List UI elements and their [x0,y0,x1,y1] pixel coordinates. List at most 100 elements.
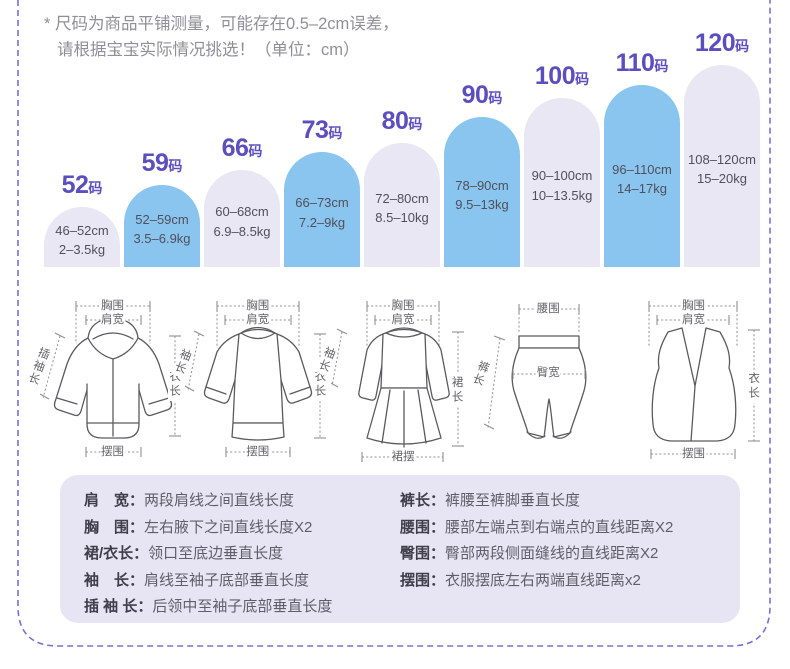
size-bar-chart: 52码 46–52cm 2–3.5kg 59码 52–59cm 3.5–6.9kg … [44,29,766,267]
size-unit: 码 [408,116,423,132]
measurement-legend: 肩 宽：两段肩线之间直线长度 胸 围：左右腋下之间直线长度X2 裙/衣长：领口至… [60,475,740,623]
weight-range: 2–3.5kg [58,242,106,257]
legend-left-column: 肩 宽：两段肩线之间直线长度 胸 围：左右腋下之间直线长度X2 裙/衣长：领口至… [84,488,400,623]
size-unit: 码 [248,143,263,159]
size-bar-shape: 96–110cm 14–17kg [604,85,680,267]
height-range: 46–52cm [55,222,109,238]
size-unit: 码 [168,158,183,174]
size-unit: 码 [328,125,343,141]
legend-row: 肩 宽：两段肩线之间直线长度 [84,488,400,515]
size-bar-shape: 90–100cm 10–13.5kg [524,98,600,267]
hem-label: 摆围 [681,448,706,461]
length-label: 衣长 [747,370,760,403]
size-bar-80: 80码 72–80cm 8.5–10kg [364,107,440,267]
size-number: 100 [534,62,576,90]
legend-term: 臀围： [400,545,446,562]
legend-definition: 衣服摆底左右两端直线距离x2 [445,571,641,589]
legend-row: 插 袖 长：后领中至袖子底部垂直长度 [84,594,400,621]
size-number: 80 [381,107,409,135]
legend-row: 裤长：裤腰至裤脚垂直长度 [400,488,740,515]
height-range: 96–110cm [612,161,672,177]
size-number: 52 [61,171,89,199]
legend-right-column: 裤长：裤腰至裤脚垂直长度 腰围：腰部左端点到右端点的直线距离X2 臀围：臀部两段… [400,488,740,623]
legend-term: 腰围： [400,518,446,536]
height-range: 90–100cm [531,168,593,183]
legend-definition: 后领中至袖子底部垂直长度 [152,598,333,615]
waist-label: 腰围 [535,303,561,316]
size-label: 110码 [616,49,669,78]
weight-range: 15–20kg [697,171,747,186]
shoulder-label: 肩宽 [100,314,125,327]
chest-label: 胸围 [245,300,271,313]
garment-diagrams: 胸围 肩宽 插袖长 衣长 摆围 胸围 肩宽 [24,296,766,468]
size-unit: 码 [654,58,669,74]
shoulder-label: 肩宽 [390,314,416,327]
size-bar-shape: 46–52cm 2–3.5kg [44,207,120,267]
legend-definition: 两段肩线之间直线长度 [144,492,295,509]
legend-term: 肩 宽： [84,492,145,509]
shoulder-label: 肩宽 [245,314,271,327]
size-bar-shape: 72–80cm 8.5–10kg [364,143,440,267]
shoulder-label: 肩宽 [681,314,706,327]
size-bar-90: 90码 78–90cm 9.5–13kg [444,81,520,267]
size-bar-52: 52码 46–52cm 2–3.5kg [44,171,120,267]
height-range: 60–68cm [215,204,269,219]
size-bar-shape: 66–73cm 7.2–9kg [284,152,360,267]
legend-row: 摆围：衣服摆底左右两端直线距离x2 [400,568,740,595]
legend-row: 胸 围：左右腋下之间直线长度X2 [84,515,400,542]
size-number: 59 [141,149,169,177]
size-label: 100码 [535,62,589,91]
size-unit: 码 [488,90,503,106]
size-bar-73: 73码 66–73cm 7.2–9kg [284,116,360,267]
weight-range: 3.5–6.9kg [133,231,191,246]
diagram-vest: 胸围 肩宽 衣长 摆围 [621,296,766,464]
size-label: 59码 [142,149,183,178]
height-range: 78–90cm [455,177,509,193]
size-number: 90 [461,81,489,109]
legend-term: 裙/衣长： [84,545,149,562]
note-line-2: 请根据宝宝实际情况挑选！（单位：cm） [57,40,360,59]
legend-row: 腰围：腰部左端点到右端点的直线距离X2 [400,515,740,542]
height-range: 108–120cm [688,151,756,167]
weight-range: 7.2–9kg [298,214,346,230]
size-bar-shape: 52–59cm 3.5–6.9kg [124,185,200,267]
size-bar-59: 59码 52–59cm 3.5–6.9kg [124,149,200,267]
size-label: 52码 [62,171,103,200]
weight-range: 9.5–13kg [455,197,509,212]
legend-definition: 肩线至袖子底部垂直长度 [144,571,310,589]
size-unit: 码 [88,180,103,196]
diagram-sweatshirt: 胸围 肩宽 袖长 衣长 摆围 [171,296,330,464]
legend-term: 裤长： [400,492,446,509]
size-unit: 码 [735,38,750,54]
legend-definition: 领口至底边垂直长度 [148,545,284,562]
legend-row: 袖 长：肩线至袖子底部垂直长度 [84,568,400,595]
chest-label: 胸围 [100,300,125,313]
height-range: 72–80cm [375,190,429,206]
size-number: 73 [301,116,329,144]
height-range: 52–59cm [135,211,189,227]
legend-row: 裙/衣长：领口至底边垂直长度 [84,541,400,568]
hem-label: 摆围 [245,446,271,459]
usage-note: * 尺码为商品平铺测量，可能存在0.5–2cm误差， 请根据宝宝实际情况挑选！（… [44,12,399,63]
diagram-pants: 腰围 臀宽 裤长 [468,296,621,464]
size-number: 110 [615,49,655,77]
legend-term: 胸 围： [84,518,145,536]
skirt-length-label: 裙长 [450,374,463,407]
size-label: 90码 [462,81,503,110]
weight-range: 14–17kg [617,181,667,196]
size-label: 66码 [222,134,263,163]
note-line-1: * 尺码为商品平铺测量，可能存在0.5–2cm误差， [44,15,399,33]
size-number: 66 [221,134,249,162]
size-bar-shape: 108–120cm 15–20kg [684,65,760,267]
legend-term: 插 袖 长： [84,598,153,615]
legend-definition: 裤腰至裤脚垂直长度 [445,492,581,509]
weight-range: 10–13.5kg [531,187,593,203]
size-unit: 码 [575,71,590,87]
legend-row: 臀围：臀部两段侧面缝线的直线距离X2 [400,541,740,568]
size-bar-66: 66码 60–68cm 6.9–8.5kg [204,134,280,267]
size-bar-120: 120码 108–120cm 15–20kg [684,29,760,267]
size-label: 120码 [695,29,749,58]
chest-label: 胸围 [390,300,416,313]
size-bar-110: 110码 96–110cm 14–17kg [604,49,680,267]
